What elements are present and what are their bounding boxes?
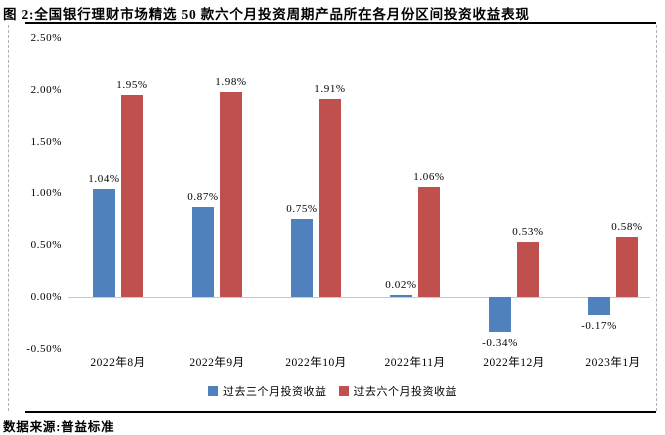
legend-label-past-6m: 过去六个月投资收益: [353, 386, 457, 398]
y-axis-tick-label-4: 0.50%: [30, 239, 62, 252]
x-axis-line: [68, 297, 650, 298]
y-axis-tick-label-0: 2.50%: [30, 32, 62, 44]
bar-value-label-past-6m-4: 0.53%: [512, 226, 544, 238]
bar-past-3m-1: [192, 207, 214, 297]
bar-past-3m-2: [291, 219, 313, 297]
x-axis-category-label-0: 2022年8月: [90, 357, 146, 369]
bar-value-label-past-6m-3: 1.06%: [413, 171, 445, 183]
figure-left-dashed-border: [8, 25, 9, 411]
bar-past-3m-3: [390, 295, 412, 297]
legend-label-past-3m: 过去三个月投资收益: [223, 386, 327, 398]
x-axis-category-label-3: 2022年11月: [384, 357, 446, 369]
bar-past-3m-5: [588, 297, 610, 315]
bar-past-6m-2: [319, 99, 341, 297]
figure-right-dashed-border: [656, 25, 657, 411]
figure-title: 图 2:全国银行理财市场精选 50 款六个月投资周期产品所在各月份区间投资收益表…: [3, 7, 530, 22]
bar-value-label-past-3m-3: 0.02%: [385, 279, 417, 291]
bar-past-6m-1: [220, 92, 242, 297]
bar-value-label-past-3m-4: -0.34%: [482, 337, 518, 349]
bar-value-label-past-3m-0: 1.04%: [88, 173, 120, 185]
y-axis-tick-label-6: -0.50%: [26, 342, 62, 355]
y-axis-tick-label-1: 2.00%: [30, 83, 62, 96]
bar-past-6m-3: [418, 187, 440, 297]
bar-value-label-past-6m-1: 1.98%: [215, 76, 247, 88]
legend-swatch-past-6m-icon: [338, 386, 349, 396]
bar-value-label-past-3m-2: 0.75%: [286, 203, 318, 215]
y-axis-tick-label-3: 1.00%: [30, 187, 62, 200]
bar-past-6m-4: [517, 242, 539, 297]
bar-past-6m-5: [616, 237, 638, 297]
x-axis-category-label-4: 2022年12月: [483, 357, 545, 369]
y-axis-tick-label-2: 1.50%: [30, 135, 62, 148]
legend-item-past-6m: 过去六个月投资收益: [338, 383, 458, 399]
bar-past-6m-0: [121, 95, 143, 297]
bar-value-label-past-3m-1: 0.87%: [187, 191, 219, 203]
bar-value-label-past-6m-5: 0.58%: [611, 221, 643, 233]
figure-top-rule: [25, 22, 656, 24]
x-axis-category-label-5: 2023年1月: [585, 357, 641, 369]
figure-bottom-rule: [25, 411, 656, 413]
y-axis-tick-label-5: 0.00%: [30, 291, 62, 303]
chart-legend: 过去三个月投资收益 过去六个月投资收益: [0, 383, 665, 399]
x-axis-category-label-1: 2022年9月: [189, 357, 245, 369]
legend-item-past-3m: 过去三个月投资收益: [208, 383, 327, 399]
bar-value-label-past-6m-0: 1.95%: [116, 79, 148, 91]
legend-swatch-past-3m-icon: [208, 386, 218, 396]
x-axis-category-label-2: 2022年10月: [285, 357, 347, 369]
bar-value-label-past-6m-2: 1.91%: [314, 83, 346, 95]
bar-past-3m-4: [489, 297, 511, 332]
bar-past-3m-0: [93, 189, 115, 297]
data-source-note: 数据来源:普益标准: [3, 420, 115, 434]
bar-value-label-past-3m-5: -0.17%: [581, 320, 617, 332]
